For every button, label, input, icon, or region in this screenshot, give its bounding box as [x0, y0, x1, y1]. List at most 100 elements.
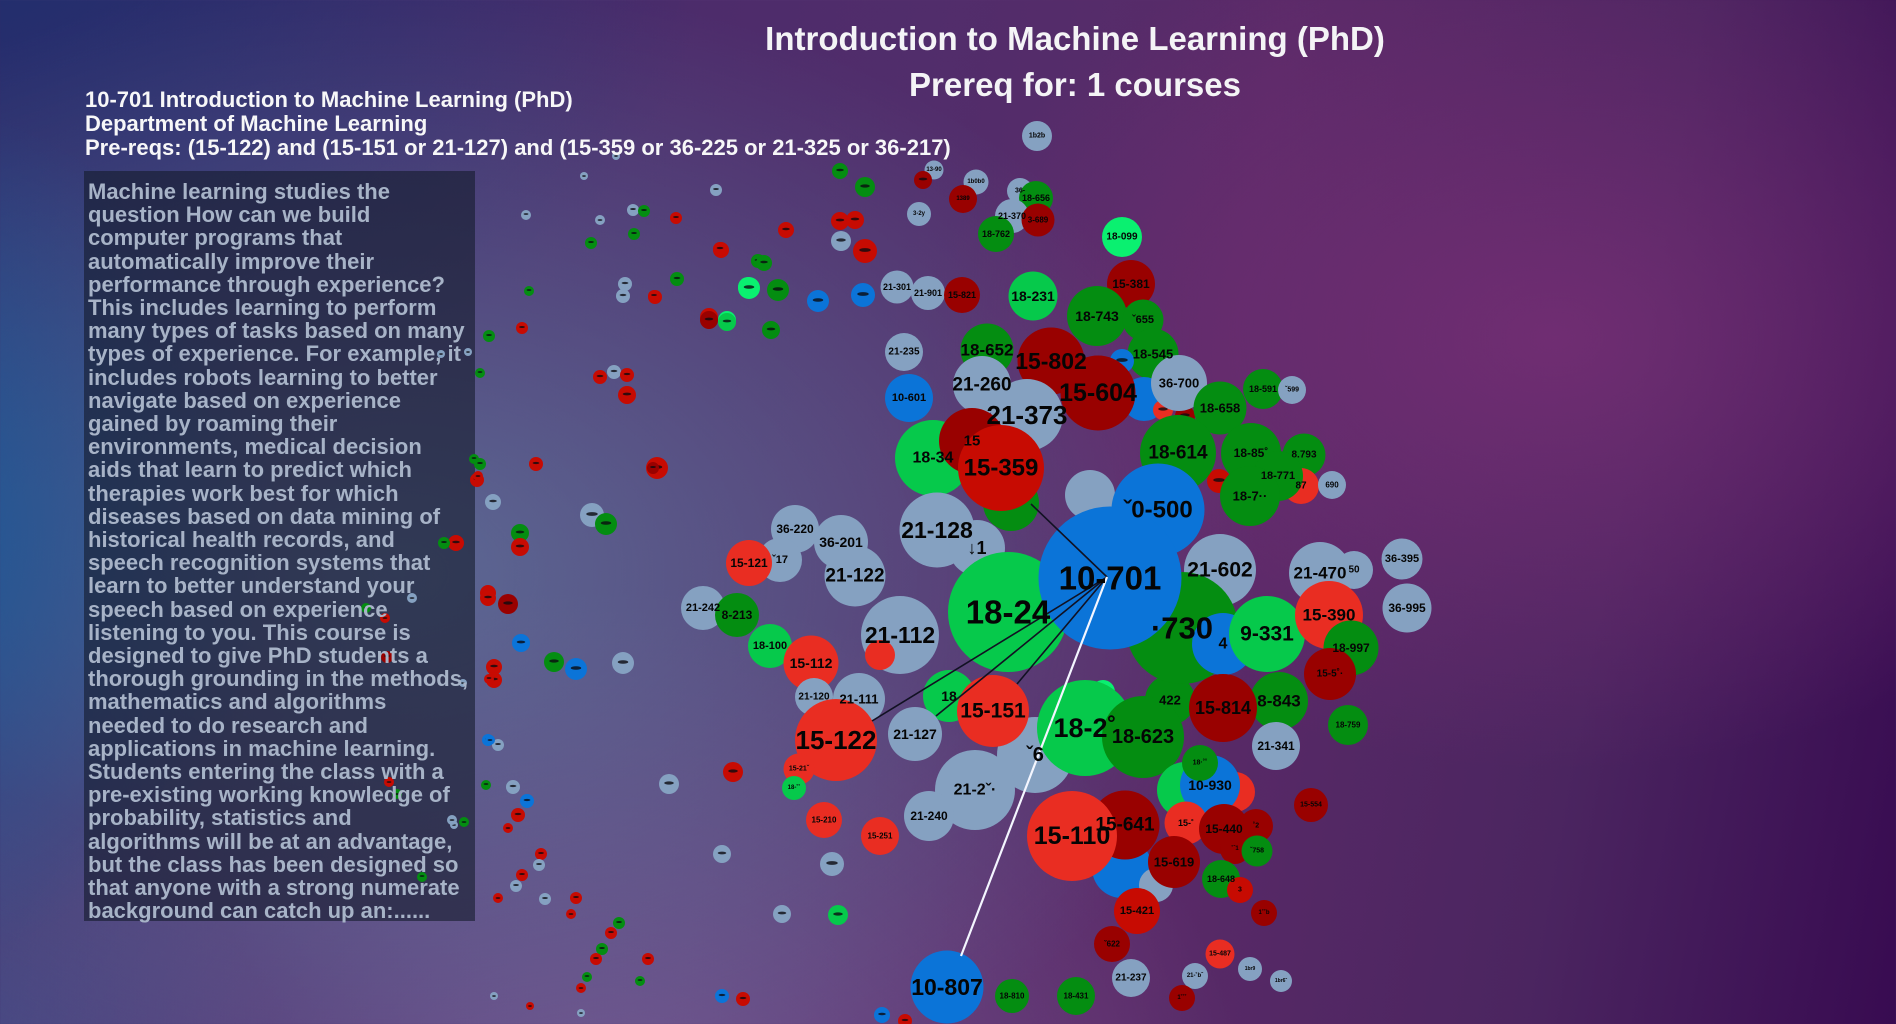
svg-text:15-604: 15-604	[1059, 379, 1137, 407]
svg-text:ˇ6: ˇ6	[1026, 744, 1044, 766]
svg-text:36-220: 36-220	[776, 522, 814, 536]
svg-text:15-802: 15-802	[1015, 348, 1087, 374]
svg-text:10-701: 10-701	[1059, 560, 1162, 597]
svg-text:15-381: 15-381	[1112, 277, 1150, 291]
svg-text:15-210: 15-210	[812, 816, 837, 825]
svg-text:ˇ758: ˇ758	[1250, 847, 1264, 855]
svg-text:18-85˚: 18-85˚	[1234, 446, 1269, 460]
svg-text:18-˚˚: 18-˚˚	[788, 784, 801, 791]
svg-text:18-2˚: 18-2˚	[1053, 713, 1116, 743]
svg-text:4: 4	[1219, 636, 1228, 653]
svg-text:ˇ622: ˇ622	[1104, 940, 1121, 949]
svg-text:21-2ˇ·: 21-2ˇ·	[954, 782, 997, 799]
svg-text:ˇ17: ˇ17	[772, 554, 788, 566]
svg-text:ˇ655: ˇ655	[1132, 314, 1154, 326]
svg-text:18-762: 18-762	[982, 229, 1010, 239]
svg-text:1b2b: 1b2b	[1029, 133, 1045, 140]
svg-text:21-301: 21-301	[883, 282, 911, 292]
svg-text:18·˚˚: 18·˚˚	[1193, 759, 1208, 767]
svg-text:18-545: 18-545	[1133, 347, 1173, 362]
svg-text:18-623: 18-623	[1112, 726, 1174, 748]
svg-text:15-151: 15-151	[960, 700, 1026, 723]
svg-text:21-242: 21-242	[686, 602, 720, 614]
svg-text:3-2y: 3-2y	[913, 211, 926, 217]
svg-text:18-997: 18-997	[1332, 641, 1370, 655]
svg-text:21-235: 21-235	[888, 347, 920, 358]
svg-text:15-487: 15-487	[1209, 951, 1231, 958]
svg-text:21-112: 21-112	[865, 622, 935, 648]
svg-text:36-995: 36-995	[1388, 601, 1426, 615]
svg-text:18-759: 18-759	[1336, 721, 1361, 730]
svg-text:18-743: 18-743	[1075, 308, 1119, 324]
svg-text:21-128: 21-128	[901, 517, 973, 543]
svg-text:18: 18	[941, 688, 957, 704]
svg-text:18-648: 18-648	[1207, 874, 1235, 884]
svg-text:15-814: 15-814	[1195, 698, 1251, 718]
svg-text:15-619: 15-619	[1154, 855, 1194, 870]
svg-text:18-658: 18-658	[1200, 401, 1240, 416]
svg-text:15-112: 15-112	[790, 655, 833, 671]
svg-text:422: 422	[1159, 693, 1181, 708]
svg-text:18-652: 18-652	[961, 341, 1014, 360]
svg-text:15: 15	[964, 433, 981, 450]
svg-text:1˚˚b: 1˚˚b	[1259, 909, 1270, 916]
svg-text:15-440: 15-440	[1205, 822, 1243, 836]
svg-text:1˚˚˚: 1˚˚˚	[1177, 994, 1186, 1001]
svg-text:1389: 1389	[956, 196, 970, 202]
svg-text:1b0b0: 1b0b0	[967, 179, 985, 185]
svg-text:10-601: 10-601	[892, 392, 926, 404]
svg-text:21-341: 21-341	[1257, 739, 1295, 753]
svg-text:87: 87	[1295, 481, 1307, 492]
svg-text:15-641: 15-641	[1095, 815, 1155, 836]
svg-text:21-373: 21-373	[987, 400, 1068, 430]
svg-text:21-470: 21-470	[1294, 564, 1347, 583]
svg-text:21-237: 21-237	[1115, 973, 1147, 984]
svg-text:21-120: 21-120	[798, 692, 830, 703]
svg-text:15-821: 15-821	[948, 290, 976, 300]
svg-text:18-591: 18-591	[1249, 384, 1277, 394]
svg-text:18-614: 18-614	[1148, 443, 1208, 464]
svg-text:8.793: 8.793	[1291, 450, 1316, 461]
svg-text:15-110: 15-110	[1034, 822, 1110, 850]
svg-text:↓1: ↓1	[967, 538, 986, 558]
svg-text:21-122: 21-122	[825, 566, 884, 587]
svg-text:36-700: 36-700	[1159, 376, 1199, 391]
svg-text:15-359: 15-359	[964, 455, 1039, 482]
svg-text:3: 3	[1238, 887, 1242, 894]
svg-text:690: 690	[1325, 481, 1339, 490]
svg-text:15-421: 15-421	[1120, 905, 1154, 917]
svg-text:15-554: 15-554	[1300, 802, 1322, 809]
svg-text:˚ˇ1: ˚ˇ1	[1231, 845, 1239, 852]
svg-text:21-127: 21-127	[893, 726, 937, 742]
svg-text:15-390: 15-390	[1303, 606, 1356, 625]
svg-text:18-771: 18-771	[1261, 470, 1295, 482]
svg-text:36-: 36-	[1015, 188, 1026, 195]
svg-text:18-34: 18-34	[913, 450, 954, 467]
svg-text:21-602: 21-602	[1187, 559, 1252, 582]
svg-text:10-930: 10-930	[1188, 777, 1232, 793]
svg-text:18-231: 18-231	[1011, 288, 1055, 304]
svg-text:21-240: 21-240	[910, 809, 948, 823]
svg-text:18-431: 18-431	[1064, 992, 1089, 1001]
svg-text:9-331: 9-331	[1240, 623, 1294, 646]
svg-text:50: 50	[1348, 565, 1360, 576]
svg-text:3-689: 3-689	[1028, 216, 1049, 225]
svg-text:15-˚: 15-˚	[1178, 818, 1194, 828]
svg-text:21-901: 21-901	[914, 288, 942, 298]
svg-text:21-111: 21-111	[839, 692, 878, 707]
svg-text:15-5˚·: 15-5˚·	[1317, 668, 1344, 680]
svg-text:15-121: 15-121	[730, 556, 768, 570]
svg-text:18-100: 18-100	[753, 640, 787, 652]
svg-text:1br9: 1br9	[1245, 966, 1256, 972]
svg-text:15-122: 15-122	[796, 725, 877, 755]
svg-text:15-21ˇ: 15-21ˇ	[789, 765, 810, 773]
svg-text:21-˚bˇ: 21-˚bˇ	[1187, 972, 1204, 979]
svg-text:18-810: 18-810	[1000, 992, 1025, 1001]
svg-text:15-251: 15-251	[868, 832, 893, 841]
svg-text:36-395: 36-395	[1385, 553, 1419, 565]
svg-text:18-7··: 18-7··	[1233, 489, 1268, 504]
svg-text:21-370: 21-370	[998, 211, 1026, 221]
svg-text:13-90: 13-90	[926, 167, 942, 173]
svg-text:·730: ·730	[1151, 611, 1213, 646]
svg-text:18-099: 18-099	[1106, 232, 1138, 243]
